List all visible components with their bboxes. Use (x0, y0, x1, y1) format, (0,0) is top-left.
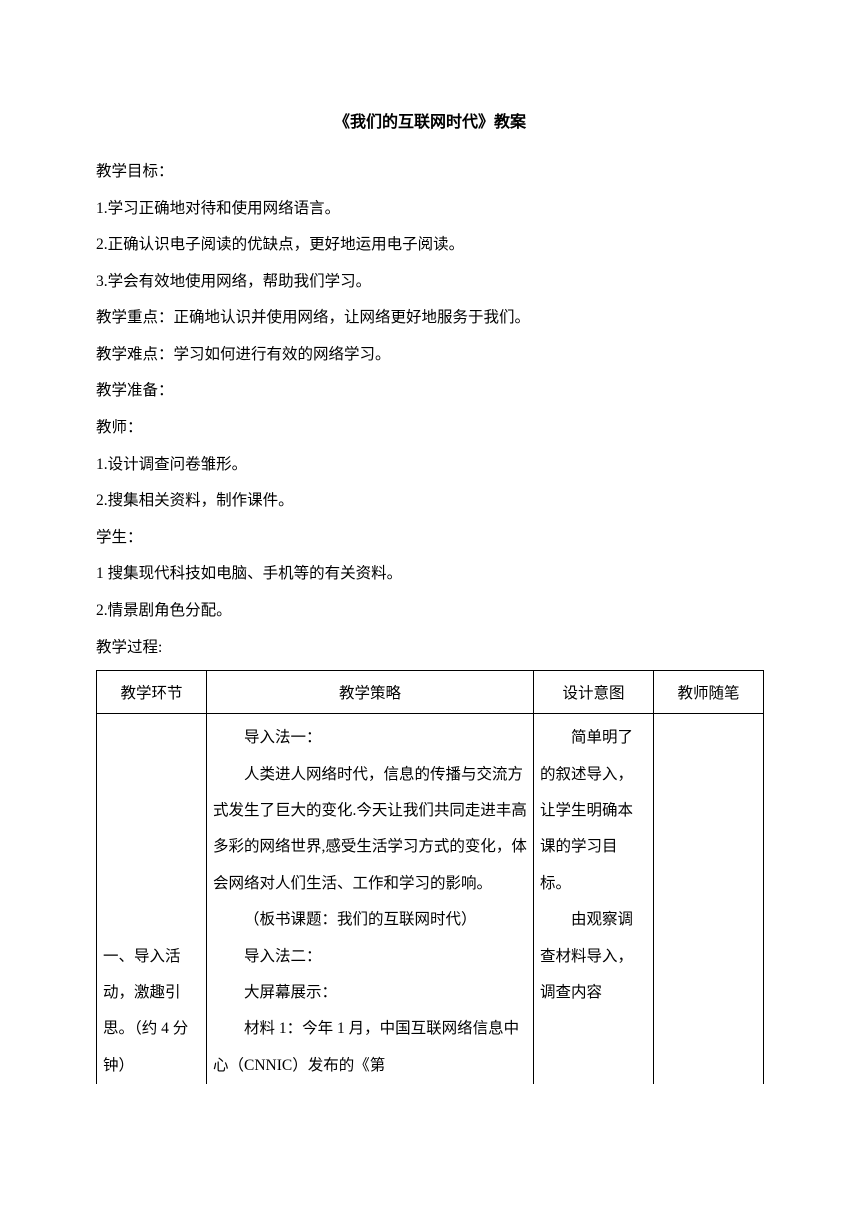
strategy-line: （板书课题：我们的互联网时代） (213, 902, 527, 938)
page-title: 《我们的互联网时代》教案 (96, 108, 764, 132)
stage-text: 一、导入活动，激趣引思。（约 4 分钟） (103, 948, 188, 1074)
table-header: 教学环节 (97, 671, 207, 714)
strategy-line: 人类进人网络时代，信息的传播与交流方式发生了巨大的变化.今天让我们共同走进丰高多… (213, 757, 527, 903)
strategy-cell: 导入法一： 人类进人网络时代，信息的传播与交流方式发生了巨大的变化.今天让我们共… (207, 714, 534, 1085)
goal-item: 3.学会有效地使用网络，帮助我们学习。 (96, 264, 764, 301)
notes-cell (654, 714, 764, 1085)
student-label: 学生： (96, 520, 764, 557)
table-header: 教学策略 (207, 671, 534, 714)
focus-text: 教学重点：正确地认识并使用网络，让网络更好地服务于我们。 (96, 300, 764, 337)
intent-line: 简单明了的叙述导入，让学生明确本课的学习目标。 (540, 720, 647, 902)
student-item: 2.情景剧角色分配。 (96, 593, 764, 630)
intent-line: 由观察调查材料导入，调查内容 (540, 902, 647, 1011)
process-table: 教学环节 教学策略 设计意图 教师随笔 一、导入活动，激趣引思。（约 4 分钟）… (96, 670, 764, 1084)
table-header-row: 教学环节 教学策略 设计意图 教师随笔 (97, 671, 764, 714)
process-heading: 教学过程: (96, 630, 764, 667)
difficulty-text: 教学难点：学习如何进行有效的网络学习。 (96, 337, 764, 374)
table-header: 设计意图 (534, 671, 654, 714)
goals-heading: 教学目标： (96, 154, 764, 191)
teacher-item: 1.设计调查问卷雏形。 (96, 447, 764, 484)
goal-item: 1.学习正确地对待和使用网络语言。 (96, 191, 764, 228)
student-item: 1 搜集现代科技如电脑、手机等的有关资料。 (96, 556, 764, 593)
teacher-label: 教师： (96, 410, 764, 447)
table-header: 教师随笔 (654, 671, 764, 714)
teacher-item: 2.搜集相关资料，制作课件。 (96, 483, 764, 520)
strategy-line: 导入法一： (213, 720, 527, 756)
goal-item: 2.正确认识电子阅读的优缺点，更好地运用电子阅读。 (96, 227, 764, 264)
intent-cell: 简单明了的叙述导入，让学生明确本课的学习目标。 由观察调查材料导入，调查内容 (534, 714, 654, 1085)
prep-heading: 教学准备： (96, 373, 764, 410)
stage-cell: 一、导入活动，激趣引思。（约 4 分钟） (97, 714, 207, 1085)
strategy-line: 材料 1：今年 1 月，中国互联网络信息中心（CNNIC）发布的《第 (213, 1011, 527, 1084)
strategy-line: 大屏幕展示： (213, 975, 527, 1011)
table-row: 一、导入活动，激趣引思。（约 4 分钟） 导入法一： 人类进人网络时代，信息的传… (97, 714, 764, 1085)
strategy-line: 导入法二： (213, 939, 527, 975)
